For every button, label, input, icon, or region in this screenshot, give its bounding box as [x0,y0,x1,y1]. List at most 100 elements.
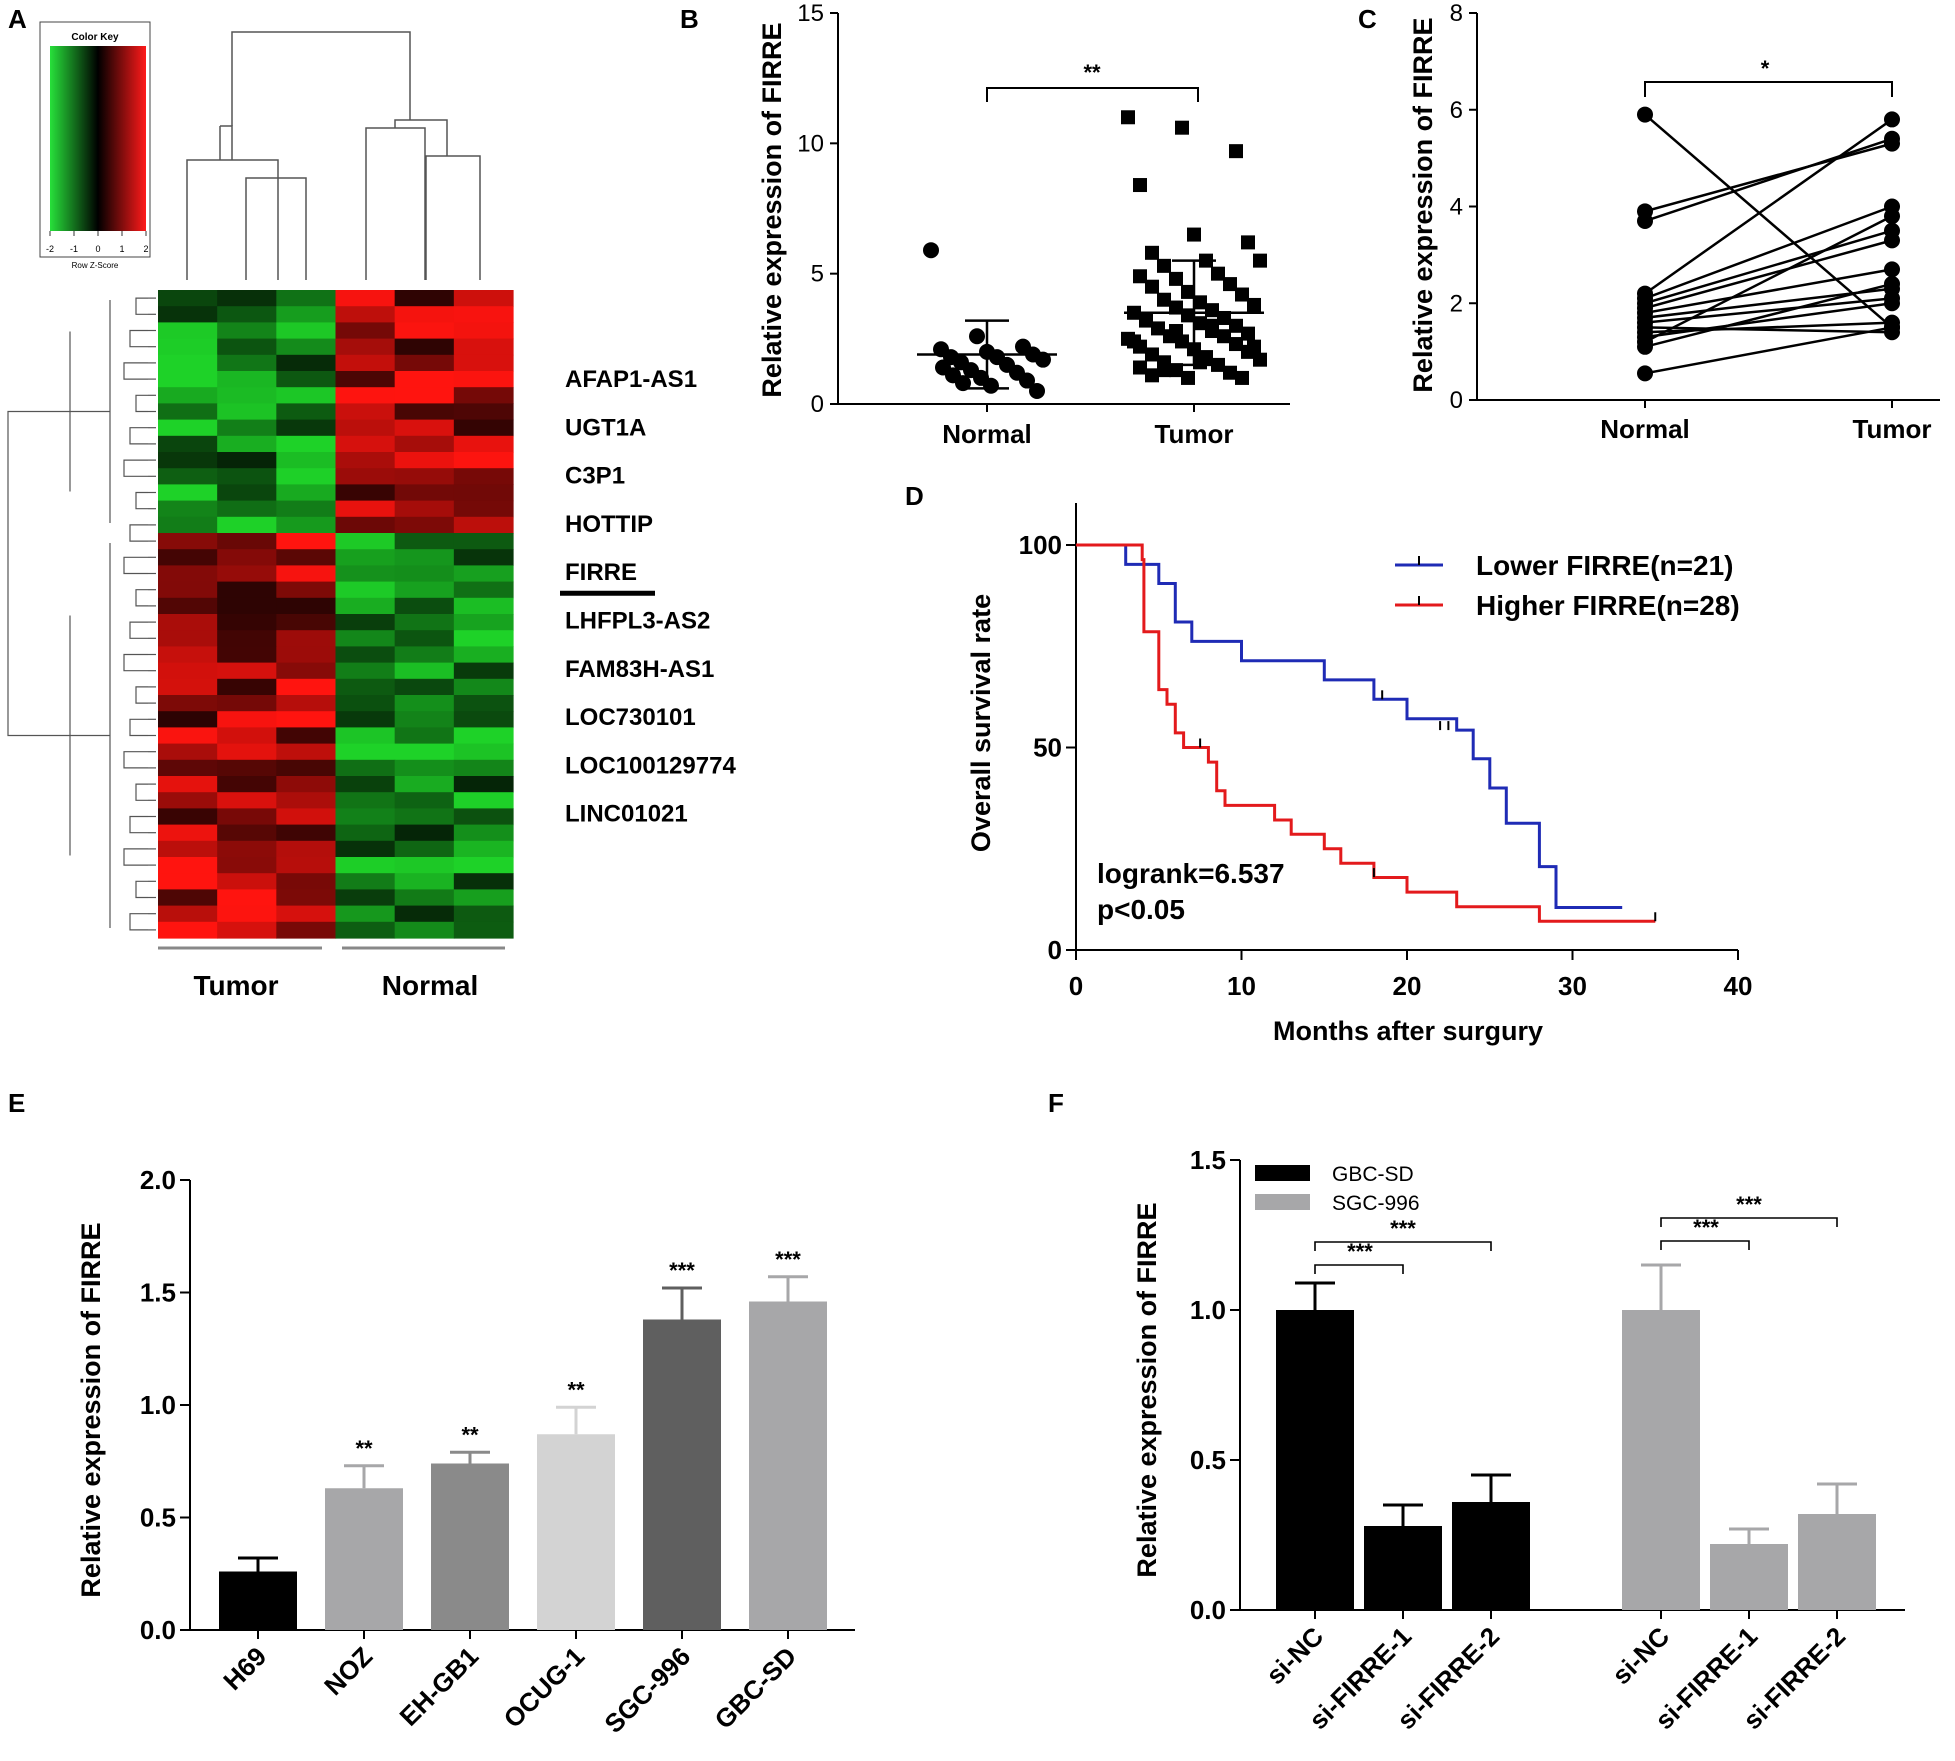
panel-c-sig-bracket [1644,81,1893,97]
panel-d-xtick-label: 30 [1558,971,1587,1001]
row-dendrogram-branch [123,362,148,380]
panel-e-xtick-label: GBC-SD [709,1641,803,1735]
heatmap-cell [453,678,514,696]
panel-b-point-tumor [1223,365,1237,380]
panel-c-pair-line [1644,297,1893,324]
row-dendrogram-upper [60,300,111,523]
heatmap-cell [453,516,514,534]
panel-f-bar [1622,1310,1700,1610]
panel-b-point-tumor [1127,334,1141,349]
panel-e-xtick-label: SGC-996 [598,1641,696,1739]
panel-c-ylabel: Relative expression of FIRRE [1408,17,1438,392]
panel-b-point-tumor [1247,339,1261,354]
heatmap-cell [276,484,337,502]
panel-c-axes: 0 2 4 6 8 [1450,0,1940,414]
heatmap-cell [158,403,218,421]
heatmap-cell [158,533,218,550]
panel-d-xtick-label: 20 [1393,971,1422,1001]
panel-b-point-tumor [1169,300,1183,315]
heatmap-cell [217,759,277,777]
panel-b-point-tumor [1253,352,1267,367]
panel-b-point-tumor [1187,227,1201,242]
panel-e-sig-label: *** [669,1258,695,1283]
panel-f-sig-label: *** [1390,1216,1416,1241]
heatmap-cell [276,630,337,647]
gene-label: LHFPL3-AS2 [565,608,710,635]
heatmap-cell [335,792,396,809]
heatmap-cell [453,905,514,923]
panel-f-sig-bracket [1660,1240,1750,1250]
heatmap-cell [276,581,337,599]
panel-b-point-tumor [1169,363,1183,378]
heatmap-cell [158,873,218,890]
heatmap-cell [394,921,455,939]
heatmap-cell [158,743,218,761]
panel-c-pair-line [1644,205,1893,300]
heatmap-cell [335,711,396,728]
heatmap-cell [335,322,396,340]
heatmap-cell [453,711,514,728]
heatmap-cell [158,338,218,356]
row-dendrogram-branch [129,427,148,445]
row-dendrogram-branch [135,297,148,315]
heatmap-cell [335,857,396,874]
heatmap-cell [276,808,337,826]
heatmap-cell [453,662,514,680]
heatmap-cell [276,646,337,664]
panel-e-ytick-label: 1.0 [140,1390,176,1420]
panel-b-point-tumor [1157,363,1171,378]
panel-c-pair-line [1644,118,1893,295]
panel-b-point-normal [969,328,985,345]
heatmap-cell [335,695,396,712]
panel-e-bar [749,1301,827,1630]
heatmap-group-tumor: Tumor [193,970,278,1001]
color-key-tick-label: -2 [46,244,54,254]
heatmap-cell [453,452,514,469]
panel-f-label: F [1048,1088,1064,1118]
panel-b-ytick-label: 0 [811,391,824,418]
panel-c-sig-text: * [1761,56,1770,81]
panel-b-sig-bracket [986,87,1199,102]
panel-d-label: D [905,481,924,511]
heatmap-cell [394,646,455,664]
panel-b-sig-text: ** [1083,60,1101,85]
heatmap-cell [335,549,396,566]
color-key-tick-label: 1 [119,244,124,254]
heatmap-cell [217,857,277,874]
heatmap-cell [335,387,396,404]
heatmap-cell [217,905,277,923]
panel-b-point-tumor [1133,269,1147,284]
heatmap-cell [453,565,514,583]
heatmap-cell [453,792,514,809]
heatmap-cell [394,533,455,550]
panel-c-pair-line [1644,113,1893,329]
panel-b-point-tumor [1133,178,1147,193]
heatmap-cell [217,322,277,340]
panel-f-legend-label: GBC-SD [1332,1163,1414,1186]
heatmap-cell [453,403,514,421]
heatmap-cell [217,435,277,453]
heatmap-cell [394,630,455,647]
heatmap-cell [276,468,337,485]
panel-f-ytick-label: 1.5 [1190,1145,1226,1175]
heatmap-cell [394,290,455,307]
panel-b-point-tumor [1193,295,1207,310]
panel-d-xtick-label: 0 [1069,971,1083,1001]
panel-b-label: B [680,4,699,34]
heatmap-cell [394,776,455,793]
panel-b-point-tumor [1175,120,1189,135]
heatmap-cell [217,840,277,858]
heatmap-cell [276,824,337,842]
row-dendrogram-branch [135,783,148,801]
heatmap-cell [453,354,514,372]
panel-c: C Relative expression of FIRRE 0 2 4 6 8 Nor… [1358,0,1940,444]
heatmap-cell [453,759,514,777]
heatmap-cell [394,306,455,323]
heatmap-cell [453,824,514,842]
row-dendrogram-branch [129,621,148,639]
heatmap-cell [276,776,337,793]
heatmap-cell [217,565,277,583]
heatmap-cell [217,338,277,356]
heatmap-cell [335,759,396,777]
panel-b-point-tumor [1241,235,1255,250]
